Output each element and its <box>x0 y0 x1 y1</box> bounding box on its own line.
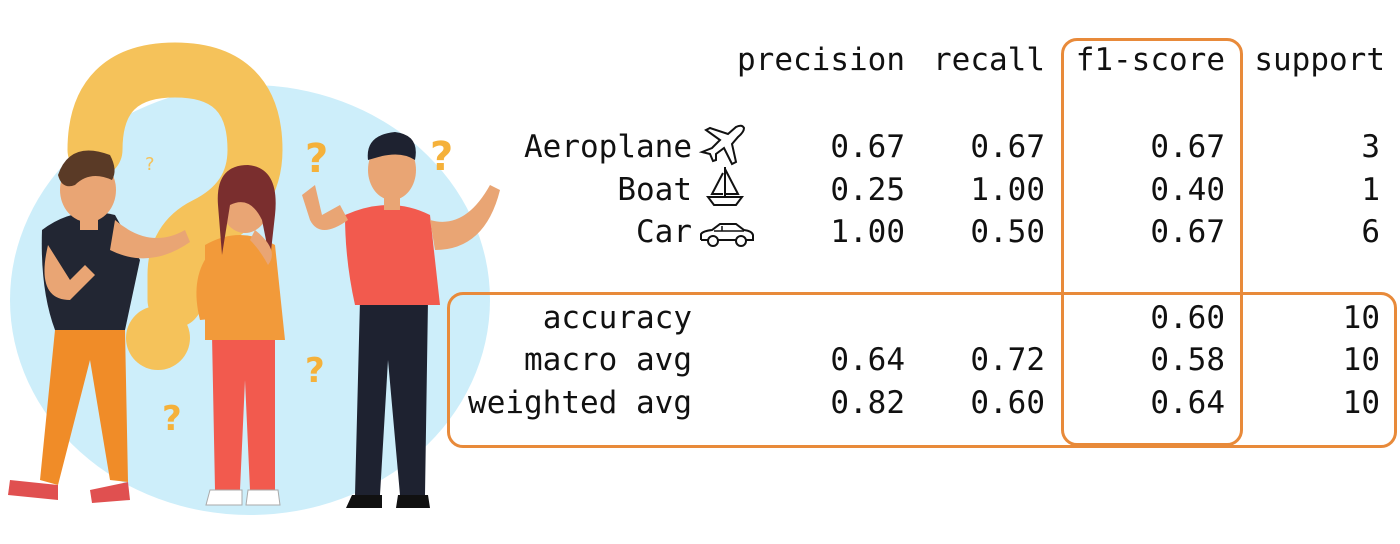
boat-recall: 1.00 <box>970 172 1045 208</box>
small-question-mark-icon: ? <box>265 106 276 130</box>
small-question-mark-icon: ? <box>430 134 453 180</box>
airplane-icon <box>698 124 746 166</box>
row-label-weighted-avg: weighted avg <box>468 385 692 421</box>
person-right <box>302 132 500 508</box>
accuracy-support: 10 <box>1342 300 1380 336</box>
person-left <box>8 150 190 503</box>
macro-avg-support: 10 <box>1342 342 1380 378</box>
f1-score-column-highlight <box>1061 38 1243 446</box>
aeroplane-support: 3 <box>1361 129 1380 165</box>
accuracy-f1: 0.60 <box>1150 300 1225 336</box>
sailboat-icon <box>706 167 744 206</box>
macro-avg-precision: 0.64 <box>830 342 905 378</box>
aeroplane-f1: 0.67 <box>1150 129 1225 165</box>
macro-avg-recall: 0.72 <box>970 342 1045 378</box>
macro-avg-f1: 0.58 <box>1150 342 1225 378</box>
header-f1-score: f1-score <box>1075 42 1225 78</box>
car-f1: 0.67 <box>1150 214 1225 250</box>
row-label-car: Car <box>636 214 692 250</box>
aeroplane-precision: 0.67 <box>830 129 905 165</box>
weighted-avg-f1: 0.64 <box>1150 385 1225 421</box>
car-icon <box>700 223 754 247</box>
small-question-mark-icon: ? <box>162 399 182 439</box>
small-question-mark-icon: ? <box>145 154 155 175</box>
boat-f1: 0.40 <box>1150 172 1225 208</box>
weighted-avg-support: 10 <box>1342 385 1380 421</box>
car-support: 6 <box>1361 214 1380 250</box>
boat-precision: 0.25 <box>830 172 905 208</box>
weighted-avg-precision: 0.82 <box>830 385 905 421</box>
big-question-mark-icon <box>67 42 283 370</box>
person-middle <box>196 165 285 506</box>
header-precision: precision <box>737 42 905 78</box>
weighted-avg-recall: 0.60 <box>970 385 1045 421</box>
header-recall: recall <box>933 42 1045 78</box>
row-label-boat: Boat <box>617 172 692 208</box>
aeroplane-recall: 0.67 <box>970 129 1045 165</box>
small-question-mark-icon: ? <box>305 136 328 182</box>
car-recall: 0.50 <box>970 214 1045 250</box>
small-question-mark-icon: ? <box>305 351 325 391</box>
boat-support: 1 <box>1361 172 1380 208</box>
row-label-macro-avg: macro avg <box>524 342 692 378</box>
summary-rows-highlight <box>447 292 1397 448</box>
row-label-aeroplane: Aeroplane <box>524 129 692 165</box>
header-support: support <box>1254 42 1385 78</box>
car-precision: 1.00 <box>830 214 905 250</box>
confused-people-illustration: ? ? ? ? ? ? <box>8 42 500 515</box>
row-label-accuracy: accuracy <box>542 300 692 336</box>
